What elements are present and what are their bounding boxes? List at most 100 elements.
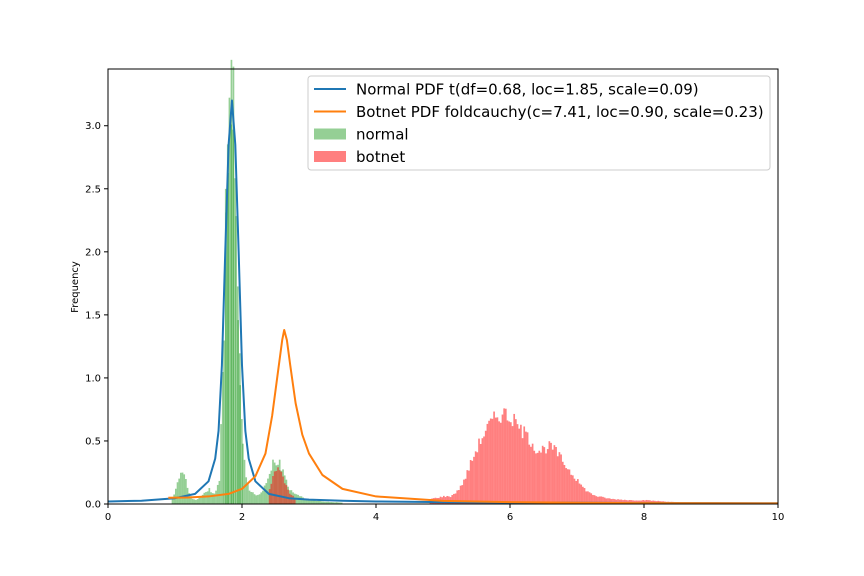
botnet-bar <box>545 453 547 504</box>
botnet-bar <box>520 424 522 504</box>
normal-bar <box>230 59 233 505</box>
y-tick-label: 3.0 <box>85 121 101 132</box>
normal-bar <box>180 472 182 504</box>
normal-bar <box>263 485 266 504</box>
normal-bar <box>319 500 321 504</box>
normal-bar <box>213 493 216 504</box>
botnet-bar <box>580 484 583 504</box>
normal-bar <box>237 320 239 504</box>
botnet-bar <box>510 422 512 504</box>
y-axis-ticks: 0.0 0.5 1.0 1.5 2.0 2.5 3.0 <box>85 121 108 511</box>
normal-bar <box>171 499 174 504</box>
legend-patch-swatch <box>314 128 346 140</box>
botnet-bar <box>602 496 604 504</box>
normal-bar <box>218 480 221 504</box>
legend-label: Normal PDF t(df=0.68, loc=1.85, scale=0.… <box>356 81 699 99</box>
normal-bar <box>203 492 206 504</box>
botnet-bar <box>478 438 480 504</box>
normal-bar <box>247 483 249 504</box>
botnet-bar <box>466 470 469 504</box>
botnet-bar <box>600 496 603 504</box>
botnet-bar <box>588 492 591 504</box>
normal-bar <box>325 501 328 504</box>
botnet-bar <box>488 420 490 504</box>
botnet-bar <box>551 449 554 504</box>
normal-bar <box>220 424 222 504</box>
botnet-bar <box>571 475 574 504</box>
normal-bar <box>196 499 199 504</box>
botnet-bar <box>277 467 279 504</box>
botnet-bar <box>513 413 516 504</box>
botnet-bar <box>484 430 487 504</box>
botnet-bar <box>463 479 465 504</box>
botnet-bar <box>583 488 586 504</box>
normal-bar <box>223 340 225 504</box>
botnet-bar <box>504 408 507 504</box>
x-tick-label: 6 <box>507 512 513 523</box>
x-tick-label: 8 <box>641 512 647 523</box>
normal-bar <box>185 479 187 504</box>
botnet-bar <box>471 460 474 504</box>
normal-bar <box>181 472 184 504</box>
botnet-bar <box>508 421 510 504</box>
legend-entry: botnet <box>314 148 405 166</box>
normal-bar <box>320 501 323 504</box>
normal-bar <box>334 502 336 504</box>
botnet-bar <box>623 499 626 504</box>
botnet-bar <box>577 479 579 504</box>
legend-label: normal <box>356 126 409 144</box>
botnet-bar <box>561 461 564 504</box>
botnet-bar <box>451 495 454 504</box>
botnet-bar <box>494 417 497 504</box>
botnet-bar <box>474 451 477 504</box>
botnet-bar <box>595 496 598 504</box>
normal-bar <box>193 499 196 504</box>
botnet-bar <box>461 485 464 504</box>
botnet-bar <box>555 446 557 504</box>
botnet-bar <box>468 470 470 504</box>
botnet-bar <box>608 498 611 504</box>
normal-bar <box>239 385 241 504</box>
normal-bar <box>253 494 256 504</box>
botnet-bar <box>587 491 589 504</box>
botnet-bar <box>538 450 541 504</box>
botnet-bar <box>525 431 527 504</box>
legend-entry: Normal PDF t(df=0.68, loc=1.85, scale=0.… <box>314 81 699 99</box>
botnet-bar <box>553 445 556 504</box>
botnet-bar <box>645 499 648 504</box>
botnet-bar <box>503 408 505 504</box>
botnet-bar <box>560 454 562 504</box>
normal-histogram <box>171 59 343 505</box>
botnet-bar <box>607 498 609 504</box>
botnet-bar <box>548 441 551 504</box>
normal-bar <box>330 502 333 504</box>
normal-bar <box>327 501 330 504</box>
botnet-bar <box>280 471 283 504</box>
normal-bar <box>240 419 243 504</box>
normal-bar <box>175 488 177 504</box>
botnet-bar <box>278 470 281 504</box>
normal-bar <box>332 502 335 504</box>
botnet-bar <box>469 459 472 504</box>
botnet-bar <box>535 453 537 504</box>
normal-bar <box>248 490 251 504</box>
normal-bar <box>257 494 259 504</box>
normal-bar <box>258 494 261 504</box>
normal-bar <box>188 493 191 504</box>
botnet-pdf-line <box>168 329 779 505</box>
normal-bar <box>329 502 331 504</box>
botnet-bar <box>454 493 457 504</box>
normal-bar <box>268 473 271 504</box>
botnet-bar <box>530 446 532 504</box>
legend-items: Normal PDF t(df=0.68, loc=1.85, scale=0.… <box>314 81 764 166</box>
normal-bar <box>312 500 315 504</box>
normal-bar <box>195 499 197 504</box>
botnet-bar <box>458 490 460 504</box>
normal-bar <box>310 500 313 504</box>
normal-bar <box>309 500 311 504</box>
normal-bar <box>267 478 269 504</box>
botnet-bar <box>570 474 572 504</box>
normal-bar <box>191 498 194 504</box>
normal-bar <box>339 502 341 504</box>
normal-bar <box>198 497 201 504</box>
